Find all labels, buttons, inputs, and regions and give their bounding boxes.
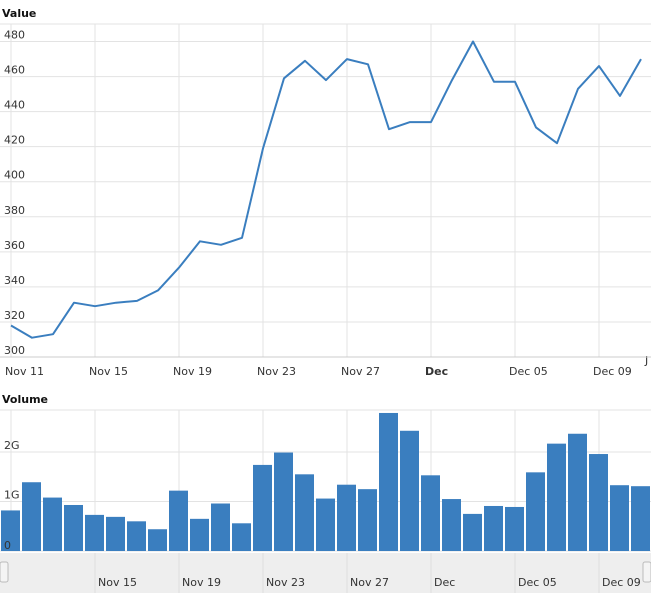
volume-bar — [1, 510, 20, 551]
value-x-tick-label: Dec 05 — [509, 365, 548, 378]
volume-series — [1, 412, 650, 551]
volume-bar — [568, 433, 587, 551]
volume-bar — [43, 497, 62, 551]
volume-bar — [526, 472, 545, 551]
value-chart-title: Value — [2, 7, 36, 20]
navigator-label: Nov 19 — [182, 576, 221, 589]
volume-bar — [463, 513, 482, 551]
value-y-tick-label: 300 — [4, 344, 25, 357]
navigator-gridlines — [94, 553, 600, 593]
value-y-tick-label: 320 — [4, 309, 25, 322]
navigator-label: Dec 05 — [518, 576, 557, 589]
navigator-label: Nov 15 — [98, 576, 137, 589]
volume-bar — [358, 489, 377, 551]
value-x-tick-label: Nov 15 — [89, 365, 128, 378]
navigator-left-handle[interactable] — [0, 561, 9, 583]
volume-bar — [421, 475, 440, 551]
volume-bar — [610, 485, 629, 551]
volume-bar — [337, 484, 356, 551]
value-y-tick-label: 360 — [4, 239, 25, 252]
volume-chart-title: Volume — [2, 393, 48, 406]
volume-bar — [400, 430, 419, 551]
volume-bar — [274, 452, 293, 551]
volume-bar — [442, 499, 461, 551]
volume-y-tick-label: 1G — [4, 489, 20, 502]
volume-bar — [169, 490, 188, 551]
value-panel: Value 300 320 340 360 380 400 420 440 460 480 Nov… — [0, 7, 651, 378]
volume-bar — [211, 503, 230, 551]
value-y-tick-label: 380 — [4, 204, 25, 217]
volume-y-axis: 0 1G 2G — [4, 439, 20, 552]
value-y-tick-label: 400 — [4, 169, 25, 182]
navigator-label: Dec — [434, 576, 455, 589]
navigator-labels: Nov 15 Nov 19 Nov 23 Nov 27 Dec Dec 05 Dec 09 — [98, 576, 641, 589]
volume-bar — [484, 505, 503, 551]
volume-bar — [316, 498, 335, 551]
value-x-tick-label: Dec — [425, 365, 448, 378]
value-y-tick-label: 440 — [4, 99, 25, 112]
value-gridlines — [0, 23, 651, 358]
volume-bar — [85, 514, 104, 551]
volume-bar — [505, 506, 524, 551]
value-y-tick-label: 420 — [4, 134, 25, 147]
volume-bar — [127, 521, 146, 551]
volume-bar — [295, 474, 314, 551]
value-x-tick-label-trailing: J — [644, 354, 648, 367]
navigator-label: Dec 09 — [602, 576, 641, 589]
value-y-tick-label: 480 — [4, 29, 25, 42]
value-series — [10, 40, 642, 339]
volume-panel: Volume 0 1G 2G — [0, 393, 651, 552]
volume-bar — [232, 523, 251, 551]
value-x-tick-label: Nov 27 — [341, 365, 380, 378]
value-y-axis: 300 320 340 360 380 400 420 440 460 480 — [4, 29, 25, 357]
volume-bar — [547, 443, 566, 551]
value-y-tick-label: 460 — [4, 64, 25, 77]
volume-bar — [190, 518, 209, 551]
navigator-right-handle[interactable] — [642, 561, 651, 583]
volume-bar — [148, 529, 167, 551]
value-x-tick-label: Nov 23 — [257, 365, 296, 378]
volume-bar — [253, 464, 272, 551]
navigator-track[interactable] — [0, 553, 651, 593]
volume-y-tick-label: 2G — [4, 439, 20, 452]
value-x-tick-label: Dec 09 — [593, 365, 632, 378]
value-x-tick-label: Nov 19 — [173, 365, 212, 378]
volume-bar — [379, 412, 398, 551]
volume-bar — [631, 486, 650, 551]
value-line — [10, 40, 642, 339]
navigator-scrollbar[interactable]: Nov 15 Nov 19 Nov 23 Nov 27 Dec Dec 05 Dec 09 — [0, 553, 651, 593]
volume-y-tick-label: 0 — [4, 539, 11, 552]
value-y-tick-label: 340 — [4, 274, 25, 287]
value-x-tick-label: Nov 11 — [5, 365, 44, 378]
navigator-label: Nov 27 — [350, 576, 389, 589]
volume-bar — [22, 482, 41, 551]
navigator-label: Nov 23 — [266, 576, 305, 589]
value-x-axis: Nov 11 Nov 15 Nov 19 Nov 23 Nov 27 Dec Dec 05 D… — [0, 354, 651, 378]
volume-bar — [106, 516, 125, 551]
volume-bar — [589, 454, 608, 551]
volume-bar — [64, 504, 83, 551]
